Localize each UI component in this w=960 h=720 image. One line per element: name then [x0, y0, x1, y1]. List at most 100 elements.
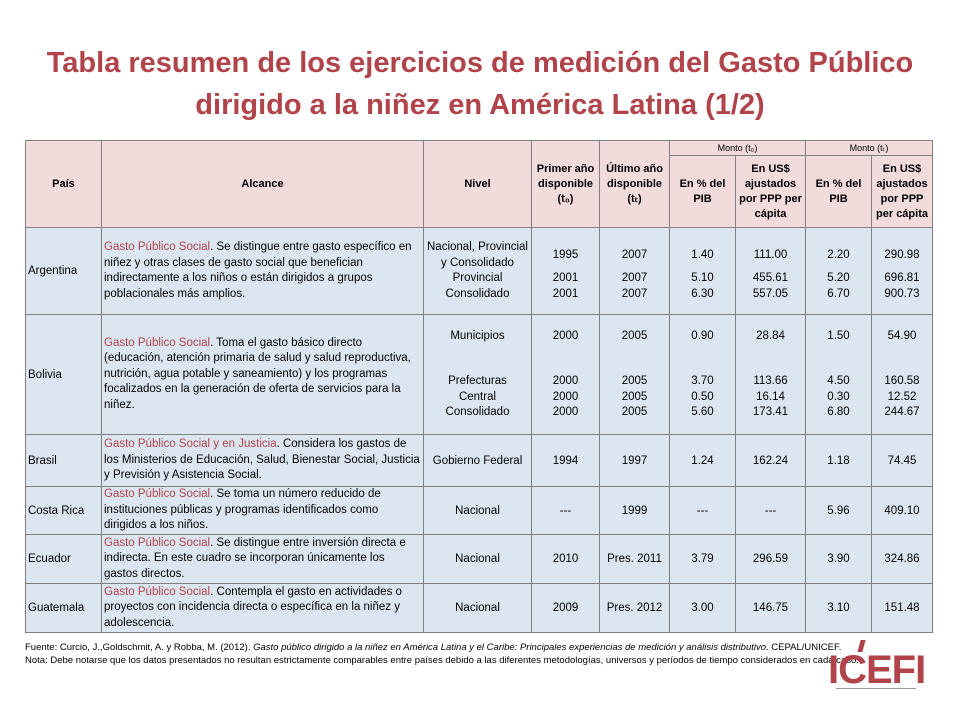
- scope-cell: Gasto Público Social. Toma el gasto bási…: [101, 314, 424, 435]
- usd-tt-cell: 54.90 160.58 12.52 244.67: [870, 314, 934, 435]
- pib-tt-value: 6.70: [827, 287, 850, 300]
- pib-t0-value: 5.10: [691, 272, 714, 285]
- source-title: Gasto público dirigido a la niñez en Amé…: [253, 642, 767, 653]
- scope-cell: Gasto Público Social. Se distingue entre…: [101, 227, 424, 315]
- level-value: Central: [458, 390, 497, 403]
- header-usd-tt: En US$ ajustados por PPP per cápita: [870, 155, 934, 228]
- pib-tt-value: 6.80: [827, 406, 850, 418]
- usd-tt-cell: 324.86: [870, 534, 934, 584]
- scope-cell: Gasto Público Social. Contempla el gasto…: [101, 583, 424, 633]
- pib-t0-cell: 1.40 5.10 6.30: [669, 227, 736, 315]
- usd-t0-cell: 296.59: [735, 534, 806, 584]
- first-year-cell: ---: [531, 486, 600, 535]
- country-cell: Guatemala: [25, 583, 102, 633]
- first-year-value: 2000: [552, 390, 579, 403]
- header-alcance: Alcance: [101, 140, 424, 228]
- last-year-value: 2005: [621, 329, 648, 342]
- pib-t0-cell: 0.90 3.70 0.50 5.60: [669, 314, 736, 435]
- usd-t0-value: 173.41: [752, 406, 789, 418]
- last-year-cell: 2007 2007 2007: [599, 227, 670, 315]
- comparability-note: Nota: Debe notarse que los datos present…: [25, 655, 859, 666]
- scope-description: . Se distingue entre inversión directa e…: [104, 536, 406, 580]
- usd-t0-cell: ---: [735, 486, 806, 535]
- pib-t0-value: 0.50: [691, 390, 714, 403]
- pib-tt-cell: 5.96: [805, 486, 872, 535]
- summary-table: País Alcance Nivel Primer año disponible…: [25, 140, 934, 633]
- usd-t0-value: 455.61: [752, 272, 789, 285]
- header-pais: País: [25, 140, 102, 228]
- pib-tt-cell: 3.90: [805, 534, 872, 584]
- usd-tt-value: 12.52: [887, 390, 917, 403]
- pib-tt-cell: 2.20 5.20 6.70: [805, 227, 872, 315]
- scope-keyword: Gasto Público Social: [104, 585, 211, 598]
- country-cell: Argentina: [25, 227, 102, 315]
- scope-keyword: Gasto Público Social: [104, 336, 211, 349]
- footnotes: Fuente: Curcio, J.,Goldschmit, A. y Robb…: [25, 641, 925, 667]
- scope-keyword: Gasto Público Social: [104, 536, 211, 549]
- scope-keyword: Gasto Público Social: [104, 488, 211, 501]
- table-row: Brasil Gasto Público Social y en Justici…: [25, 434, 934, 487]
- level-cell: Municipios Prefecturas Central Consolida…: [423, 314, 532, 435]
- level-value: Provincial: [452, 272, 503, 284]
- table-row: Ecuador Gasto Público Social. Se disting…: [25, 534, 934, 584]
- country-cell: Ecuador: [25, 534, 102, 584]
- first-year-cell: 1995 2001 2001: [531, 227, 600, 315]
- usd-tt-value: 696.81: [884, 272, 920, 285]
- last-year-value: 2007: [621, 287, 648, 300]
- first-year-cell: 2010: [531, 534, 600, 584]
- last-year-cell: Pres. 2011: [599, 534, 670, 584]
- usd-tt-cell: 151.48: [870, 583, 934, 633]
- scope-description: . Toma el gasto básico directo (educació…: [104, 336, 411, 411]
- scope-cell: Gasto Público Social. Se distingue entre…: [101, 534, 424, 584]
- pib-tt-cell: 3.10: [805, 583, 872, 633]
- level-cell: Gobierno Federal: [423, 434, 532, 487]
- usd-t0-value: 111.00: [753, 248, 788, 261]
- scope-description: . Contempla el gasto en actividades o pr…: [104, 585, 402, 629]
- usd-t0-cell: 28.84 113.66 16.14 173.41: [735, 314, 806, 435]
- usd-t0-value: 113.66: [753, 375, 788, 387]
- pib-t0-value: 6.30: [691, 287, 714, 300]
- last-year-cell: 2005 2005 2005 2005: [599, 314, 670, 435]
- pib-tt-value: 0.30: [827, 390, 850, 403]
- usd-tt-value: 290.98: [884, 248, 920, 261]
- level-value: Prefecturas: [448, 375, 507, 387]
- header-monto-t0: Monto (t₀): [669, 140, 806, 156]
- header-pct-pib-tt: En % del PIB: [805, 155, 872, 228]
- first-year-value: 2000: [552, 329, 579, 342]
- usd-tt-value: 160.58: [884, 375, 920, 387]
- header-pct-pib-t0: En % del PIB: [669, 155, 736, 228]
- table-row: Costa Rica Gasto Público Social. Se toma…: [25, 486, 934, 535]
- table-row: Argentina Gasto Público Social. Se disti…: [25, 227, 934, 315]
- level-cell: Nacional: [423, 534, 532, 584]
- usd-tt-cell: 290.98 696.81 900.73: [870, 227, 934, 315]
- last-year-value: 2005: [621, 390, 648, 403]
- scope-description: . Se toma un número reducido de instituc…: [104, 488, 381, 532]
- level-cell: Nacional: [423, 486, 532, 535]
- last-year-value: 2007: [621, 248, 648, 261]
- first-year-cell: 1994: [531, 434, 600, 487]
- page-title: Tabla resumen de los ejercicios de medic…: [46, 47, 914, 121]
- usd-t0-cell: 162.24: [735, 434, 806, 487]
- pib-t0-value: 1.40: [691, 248, 714, 261]
- usd-t0-value: 557.05: [752, 287, 789, 300]
- usd-t0-value: 28.84: [756, 329, 785, 342]
- source-note: Fuente: Curcio, J.,Goldschmit, A. y Robb…: [25, 641, 925, 654]
- first-year-cell: 2000 2000 2000 2000: [531, 314, 600, 435]
- last-year-value: 2005: [621, 375, 648, 387]
- scope-cell: Gasto Público Social. Se toma un número …: [101, 486, 424, 535]
- pib-tt-value: 2.20: [827, 248, 850, 261]
- country-cell: Brasil: [25, 434, 102, 487]
- usd-t0-value: 16.14: [756, 390, 785, 403]
- usd-tt-value: 54.90: [887, 329, 917, 342]
- pib-t0-value: 5.60: [691, 406, 714, 418]
- pib-tt-cell: 1.50 4.50 0.30 6.80: [805, 314, 872, 435]
- scope-keyword: Gasto Público Social y en Justicia: [104, 438, 277, 451]
- usd-tt-value: 244.67: [884, 406, 920, 418]
- last-year-cell: Pres. 2012: [599, 583, 670, 633]
- header-usd-t0: En US$ ajustados por PPP per cápita: [735, 155, 806, 228]
- usd-tt-cell: 74.45: [870, 434, 934, 487]
- usd-tt-value: 900.73: [884, 287, 920, 300]
- logo-text: ICEFI: [828, 648, 926, 692]
- scope-keyword: Gasto Público Social: [104, 241, 211, 253]
- pib-t0-cell: 3.79: [669, 534, 736, 584]
